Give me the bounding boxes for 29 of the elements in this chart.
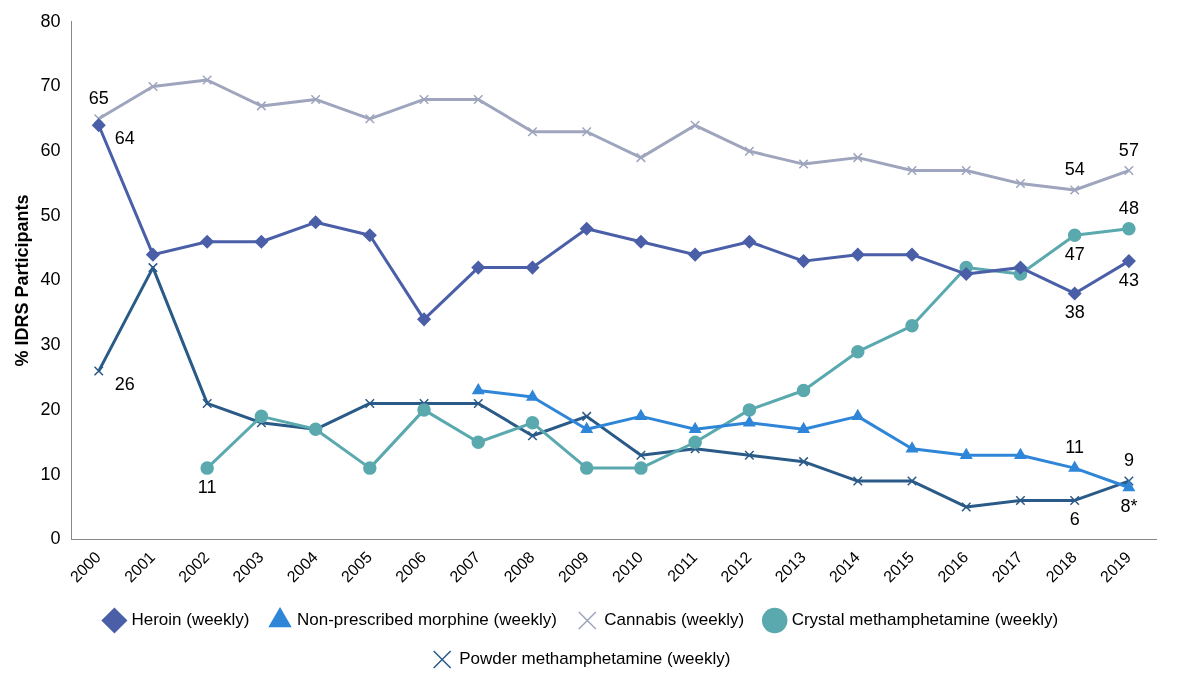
y-axis-title: % IDRS Participants (11, 194, 32, 367)
legend-label: Cannabis (weekly) (604, 610, 745, 630)
data-label: 48 (1118, 197, 1139, 218)
legend-label: Crystal methamphetamine (weekly) (791, 610, 1059, 630)
data-label: 11 (1065, 437, 1085, 458)
data-label: 43 (1118, 270, 1139, 291)
data-label: 65 (88, 87, 109, 108)
data-label: 11 (197, 477, 217, 498)
data-label: 6 (1069, 509, 1080, 530)
y-tick-label: 70 (40, 75, 61, 96)
data-label: 26 (114, 374, 135, 395)
y-tick-label: 30 (40, 334, 61, 355)
y-tick-label: 50 (40, 204, 61, 225)
legend-label: Powder methamphetamine (weekly) (459, 649, 731, 669)
data-label: 47 (1064, 244, 1085, 265)
y-tick-label: 80 (40, 10, 61, 31)
data-label: 9 (1123, 450, 1134, 471)
data-label: 8* (1120, 496, 1138, 517)
data-label: 64 (114, 128, 135, 149)
data-label: 38 (1064, 302, 1085, 323)
legend-label: Non-prescribed morphine (weekly) (297, 610, 557, 630)
legend-label: Heroin (weekly) (131, 610, 250, 630)
y-tick-label: 10 (40, 463, 61, 484)
data-label: 54 (1064, 158, 1085, 179)
y-tick-label: 20 (40, 398, 61, 419)
y-tick-label: 60 (40, 140, 61, 161)
y-tick-label: 40 (40, 269, 61, 290)
data-label: 57 (1118, 139, 1139, 160)
y-tick-label: 0 (50, 528, 61, 549)
